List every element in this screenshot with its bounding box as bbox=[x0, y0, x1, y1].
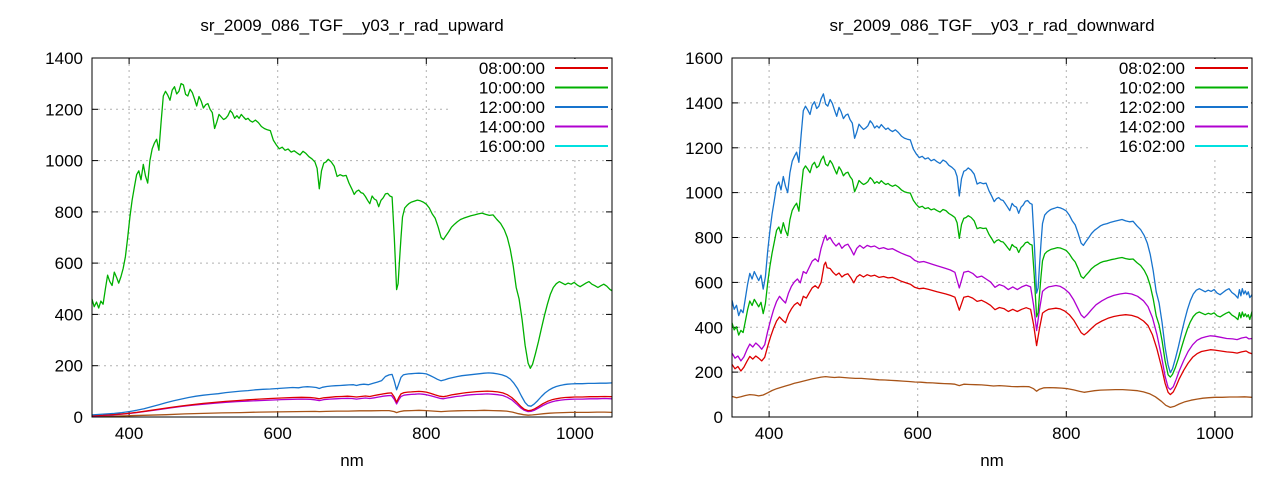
legend-label: 08:02:00 bbox=[1119, 59, 1185, 78]
y-tick-label: 200 bbox=[695, 363, 723, 382]
y-tick-label: 800 bbox=[695, 229, 723, 248]
x-tick-label: 1000 bbox=[556, 424, 594, 443]
x-tick-label: 600 bbox=[264, 424, 292, 443]
legend-label: 08:00:00 bbox=[479, 59, 545, 78]
y-tick-label: 1400 bbox=[685, 94, 723, 113]
x-axis-label: nm bbox=[980, 451, 1004, 470]
y-tick-label: 800 bbox=[55, 203, 83, 222]
legend-label: 16:00:00 bbox=[479, 137, 545, 156]
legend-label: 12:00:00 bbox=[479, 98, 545, 117]
x-tick-label: 800 bbox=[412, 424, 440, 443]
x-tick-label: 800 bbox=[1052, 424, 1080, 443]
y-tick-label: 1600 bbox=[685, 49, 723, 68]
y-tick-label: 1200 bbox=[45, 100, 83, 119]
x-tick-label: 400 bbox=[115, 424, 143, 443]
chart-rad-downward-svg: sr_2009_086_TGF__y03_r_rad_downward 400 6… bbox=[685, 16, 1253, 470]
x-axis-label: nm bbox=[340, 451, 364, 470]
series-10:02:00 bbox=[731, 155, 1253, 378]
x-tick-label: 400 bbox=[755, 424, 783, 443]
chart-rad-upward: sr_2009_086_TGF__y03_r_rad_upward 400 600… bbox=[45, 16, 613, 470]
y-tick-label: 600 bbox=[55, 254, 83, 273]
y-tick-label: 0 bbox=[714, 408, 723, 427]
y-tick-label: 400 bbox=[55, 305, 83, 324]
legend-label: 12:02:00 bbox=[1119, 98, 1185, 117]
chart-title: sr_2009_086_TGF__y03_r_rad_downward bbox=[829, 16, 1154, 35]
chart-rad-downward: sr_2009_086_TGF__y03_r_rad_downward 400 6… bbox=[640, 0, 1280, 480]
plot-border bbox=[731, 57, 1253, 418]
series-10:00:00 bbox=[91, 82, 613, 369]
y-tick-label: 600 bbox=[695, 273, 723, 292]
series-12:02:00 bbox=[731, 93, 1253, 374]
legend-label: 16:02:00 bbox=[1119, 137, 1185, 156]
series-unlabeled bbox=[731, 375, 1253, 409]
y-tick-label: 1400 bbox=[45, 49, 83, 68]
chart-title: sr_2009_086_TGF__y03_r_rad_upward bbox=[200, 16, 503, 35]
legend-label: 10:02:00 bbox=[1119, 79, 1185, 98]
plot-area: 400 600 800 1000 0 200 400 600 800 1000 1200 1400 08… bbox=[45, 49, 613, 443]
legend-label: 10:00:00 bbox=[479, 79, 545, 98]
y-tick-label: 0 bbox=[74, 408, 83, 427]
y-tick-label: 200 bbox=[55, 357, 83, 376]
y-tick-label: 400 bbox=[695, 318, 723, 337]
x-tick-label: 600 bbox=[904, 424, 932, 443]
series-14:00:00 bbox=[91, 393, 613, 417]
legend-label: 14:02:00 bbox=[1119, 118, 1185, 137]
x-tick-label: 1000 bbox=[1196, 424, 1234, 443]
plot-area: 400 600 800 1000 0 200 400 600 800 1000 1200 1400 16… bbox=[685, 49, 1253, 443]
plot-border bbox=[91, 57, 613, 418]
series-08:00:00 bbox=[91, 390, 613, 417]
series-unlabeled bbox=[91, 409, 613, 418]
y-tick-label: 1200 bbox=[685, 139, 723, 158]
series-14:02:00 bbox=[731, 234, 1253, 391]
series-08:02:00 bbox=[731, 261, 1253, 396]
chart-rad-upward-svg: sr_2009_086_TGF__y03_r_rad_upward 400 600… bbox=[45, 16, 613, 470]
series-12:00:00 bbox=[91, 372, 613, 416]
legend-label: 14:00:00 bbox=[479, 118, 545, 137]
y-tick-label: 1000 bbox=[685, 184, 723, 203]
y-tick-label: 1000 bbox=[45, 152, 83, 171]
